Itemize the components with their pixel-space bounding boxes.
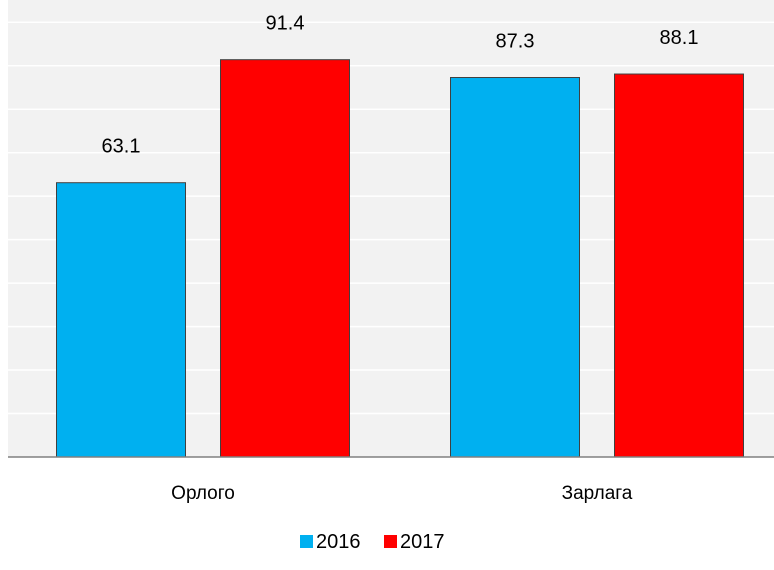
bar-2016-1	[56, 182, 186, 458]
value-labels-group: 63.1 91.4 87.3 88.1	[102, 13, 699, 158]
bar-2016-2	[450, 77, 580, 458]
legend-swatch	[384, 535, 397, 548]
category-label: Орлого	[171, 483, 235, 504]
legend: 2016 2017	[300, 531, 445, 553]
legend-swatch	[300, 535, 313, 548]
value-label: 63.1	[102, 136, 141, 158]
legend-label: 2017	[400, 531, 445, 553]
bar-2017-1	[220, 59, 350, 458]
value-label: 91.4	[266, 13, 305, 35]
category-label: Зарлага	[562, 483, 633, 504]
bar-2017-2	[614, 73, 744, 458]
value-label: 87.3	[496, 31, 535, 53]
value-label: 88.1	[660, 27, 699, 49]
category-labels-group: Орлого Зарлага	[171, 483, 633, 504]
legend-label: 2016	[316, 531, 361, 553]
bars-group	[56, 59, 744, 458]
